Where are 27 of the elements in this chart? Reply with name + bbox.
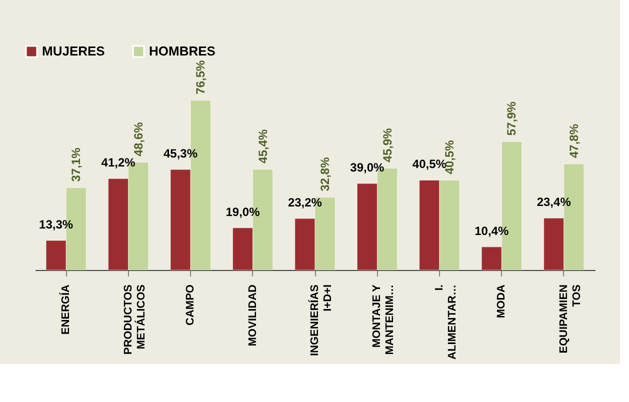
data-label: 10,4% — [474, 224, 509, 238]
data-label: 57,9% — [504, 101, 519, 136]
x-tick-label: I. ALIMENTAR… — [433, 284, 458, 360]
x-tick-label: MOVILIDAD — [246, 284, 259, 346]
x-tick-label: INGENIERÍAS I+D+I — [308, 284, 334, 356]
data-label: 47,8% — [566, 124, 581, 158]
x-tick-label: MONTAJE Y MANTENIM… — [371, 284, 396, 355]
data-label: 32,8% — [318, 156, 332, 192]
data-label: 45,9% — [380, 128, 394, 162]
x-tick-label: MODA — [496, 284, 508, 318]
data-label: 19,0% — [226, 204, 260, 219]
legend-label: HOMBRES — [149, 44, 216, 59]
data-label: 13,3% — [39, 218, 74, 232]
x-tick-label: CAMPO — [184, 284, 197, 326]
data-label: 41,2% — [101, 156, 136, 170]
data-label: 23,4% — [536, 195, 572, 210]
data-label: 23,2% — [288, 196, 322, 210]
x-tick-label: PRODUCTOS METÁLICOS — [122, 284, 148, 355]
x-tick-label: ENERGÍA — [59, 284, 72, 335]
data-label: 48,6% — [131, 122, 146, 156]
data-label: 45,4% — [256, 128, 270, 164]
legend-label: MUJERES — [42, 44, 106, 59]
data-label: 76,5% — [194, 60, 208, 94]
data-label: 45,3% — [164, 146, 198, 161]
data-label: 39,0% — [350, 160, 385, 175]
data-label: 37,1% — [69, 147, 84, 182]
x-tick-label: EQUIPAMIEN TOS — [558, 284, 583, 354]
